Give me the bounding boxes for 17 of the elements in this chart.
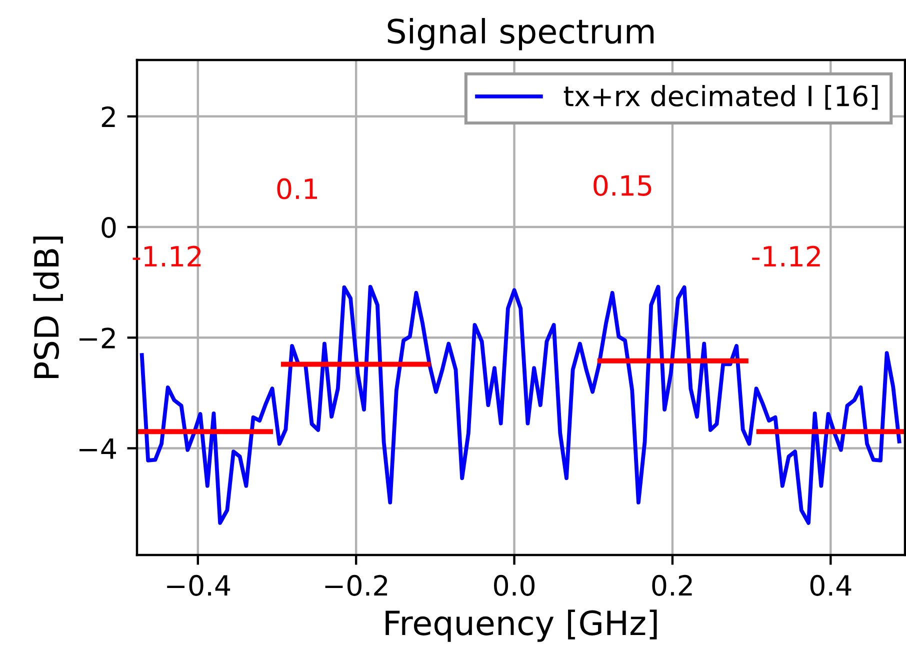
y-tick-label: 0 (102, 216, 116, 238)
annotation: 0.1 (277, 178, 318, 200)
x-tick-label: −0.4 (167, 574, 230, 596)
y-axis-title: PSD [dB] (33, 236, 63, 378)
line-series (140, 284, 902, 525)
x-tick-label: −0.2 (325, 574, 388, 596)
annotation: -1.12 (752, 246, 820, 266)
chart-title: Signal spectrum (388, 18, 654, 50)
legend-label: tx+rx decimated I [16] (564, 85, 878, 110)
annotation: 0.15 (594, 174, 652, 196)
y-tick-label: −2 (80, 328, 115, 348)
x-tick-label: 0.2 (652, 574, 692, 596)
x-tick-label: 0.0 (494, 574, 535, 596)
y-tick-label: −4 (80, 438, 116, 459)
y-tick-label: 2 (102, 106, 115, 127)
x-axis-title: Frequency [GHz] (386, 610, 657, 642)
x-tick-label: 0.4 (810, 574, 852, 596)
